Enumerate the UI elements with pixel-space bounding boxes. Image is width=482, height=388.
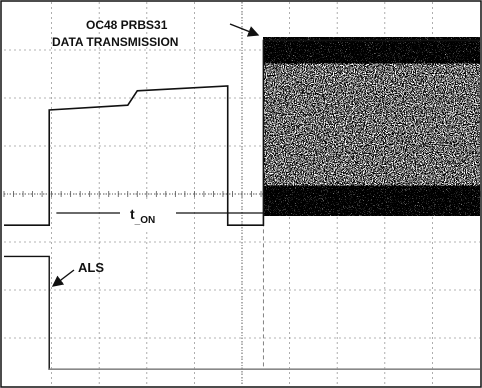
ton-annotation: t_ON [120,201,176,229]
data-transmission-label-line2: DATA TRANSMISSION [52,35,178,49]
laser-output-trace [4,39,480,226]
data-transmission-annotation: OC48 PRBS31 DATA TRANSMISSION [52,18,260,49]
ton-subscript: _ON [134,215,156,226]
data-transmission-arrow [229,23,260,37]
als-annotation: ALS [51,260,104,287]
als-label: ALS [78,260,104,275]
data-eye-bottom-band [263,185,480,216]
data-eye-top-band [263,37,480,64]
data-transmission-label-line1: OC48 PRBS31 [86,18,168,32]
als-arrow [51,269,75,287]
ton-label: t_ON [130,206,155,226]
